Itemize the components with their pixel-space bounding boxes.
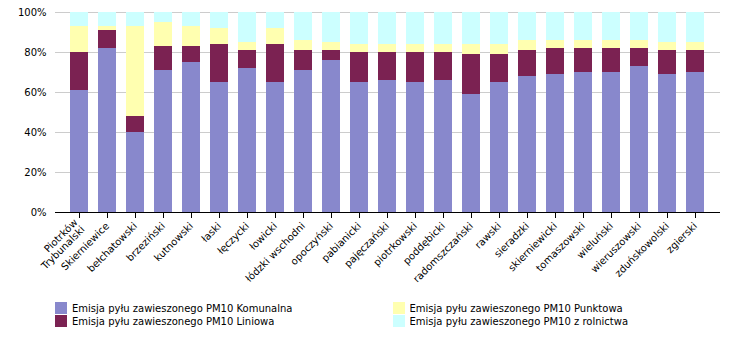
svg-text:20%: 20% xyxy=(24,167,46,178)
svg-text:łaski: łaski xyxy=(199,220,223,244)
svg-text:kutnowski: kutnowski xyxy=(152,220,195,263)
svg-text:łęczycki: łęczycki xyxy=(215,220,251,256)
svg-text:80%: 80% xyxy=(24,47,46,58)
svg-text:0%: 0% xyxy=(31,207,47,218)
svg-text:Skierniewice: Skierniewice xyxy=(59,220,111,272)
svg-text:60%: 60% xyxy=(24,87,46,98)
svg-text:skierniewicki: skierniewicki xyxy=(506,220,559,273)
svg-text:tomaszowski: tomaszowski xyxy=(534,220,587,273)
svg-text:zduńskowolski: zduńskowolski xyxy=(613,220,672,279)
svg-text:radomszczański: radomszczański xyxy=(411,220,475,284)
svg-text:100%: 100% xyxy=(18,7,47,18)
svg-text:40%: 40% xyxy=(24,127,46,138)
svg-text:zgierski: zgierski xyxy=(664,220,699,255)
